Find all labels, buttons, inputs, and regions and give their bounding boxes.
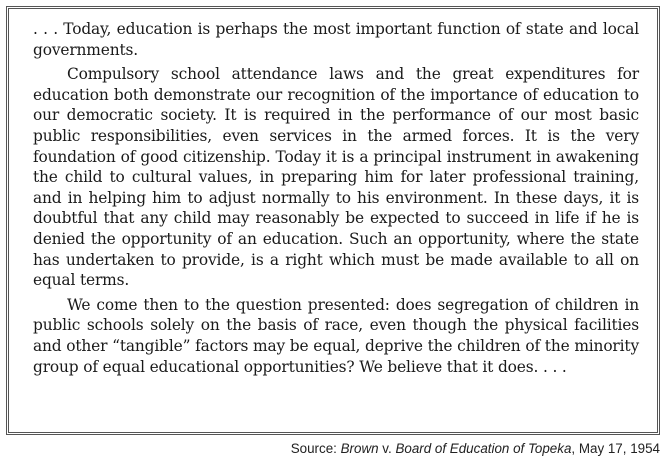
excerpt-paragraph-3: We come then to the question presented: … <box>33 295 639 376</box>
decision-date: , May 17, 1954 <box>571 441 660 456</box>
case-name-part-1: Brown <box>340 441 379 456</box>
excerpt-paragraph-1: . . . Today, education is perhaps the mo… <box>33 20 639 59</box>
case-versus: v. <box>378 441 396 456</box>
case-name-part-2: Board of Education of Topeka <box>395 441 572 456</box>
excerpt-box: . . . Today, education is perhaps the mo… <box>6 6 660 435</box>
excerpt-paragraph-2: Compulsory school attendance laws and th… <box>33 65 639 290</box>
source-prefix: Source: <box>290 441 341 456</box>
source-citation: Source: Brown v. Board of Education of T… <box>291 441 660 456</box>
